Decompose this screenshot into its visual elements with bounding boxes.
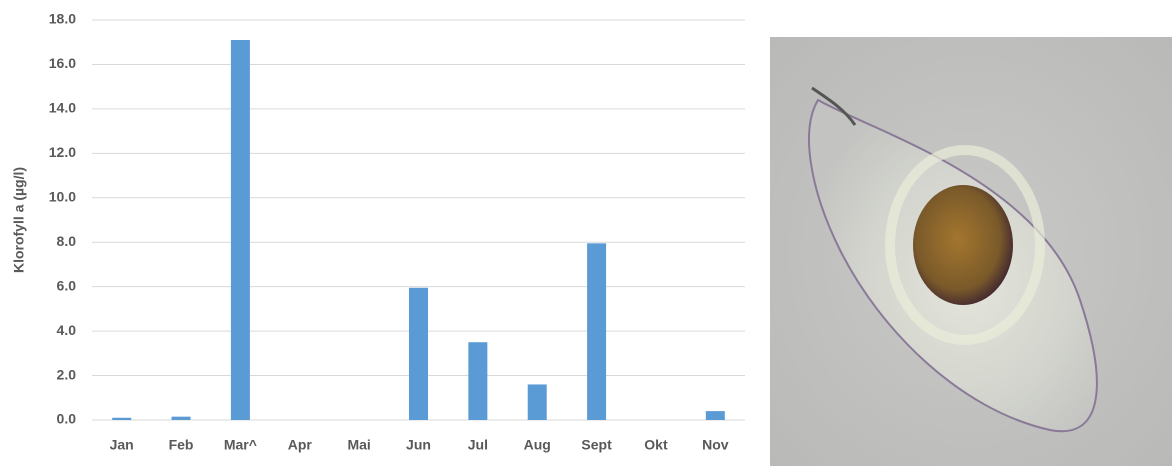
x-tick-label: Jan bbox=[110, 437, 134, 453]
y-tick-label: 4.0 bbox=[57, 322, 77, 338]
x-tick-label: Jul bbox=[468, 437, 488, 453]
y-tick-label: 12.0 bbox=[49, 144, 76, 160]
y-tick-label: 16.0 bbox=[49, 55, 76, 71]
y-tick-label: 10.0 bbox=[49, 188, 76, 204]
nucleus bbox=[913, 185, 1013, 305]
y-tick-label: 2.0 bbox=[57, 366, 77, 382]
x-tick-label: Mar^ bbox=[224, 437, 257, 453]
bar bbox=[705, 411, 725, 420]
x-tick-label: Sept bbox=[581, 437, 612, 453]
bar bbox=[112, 417, 132, 420]
y-tick-label: 14.0 bbox=[49, 100, 76, 116]
cell-halo bbox=[885, 145, 1045, 345]
bar bbox=[230, 40, 250, 420]
x-tick-label: Jun bbox=[406, 437, 431, 453]
y-tick-label: 6.0 bbox=[57, 277, 77, 293]
photo bbox=[770, 37, 1172, 466]
y-tick-label: 18.0 bbox=[49, 11, 76, 27]
bar bbox=[468, 342, 488, 420]
bar bbox=[587, 243, 607, 420]
y-tick-label: 0.0 bbox=[57, 411, 77, 427]
flagellum bbox=[811, 86, 857, 126]
y-axis-title: Klorofyll a (µg/l) bbox=[11, 167, 27, 273]
x-tick-label: Aug bbox=[524, 437, 551, 453]
y-tick-label: 8.0 bbox=[57, 233, 77, 249]
x-tick-label: Apr bbox=[288, 437, 313, 453]
bar bbox=[171, 416, 191, 420]
x-tick-label: Okt bbox=[644, 437, 668, 453]
bar bbox=[409, 287, 428, 420]
x-tick-label: Feb bbox=[169, 437, 194, 453]
bar bbox=[527, 384, 547, 420]
x-tick-label: Mai bbox=[347, 437, 370, 453]
x-tick-label: Nov bbox=[702, 437, 729, 453]
